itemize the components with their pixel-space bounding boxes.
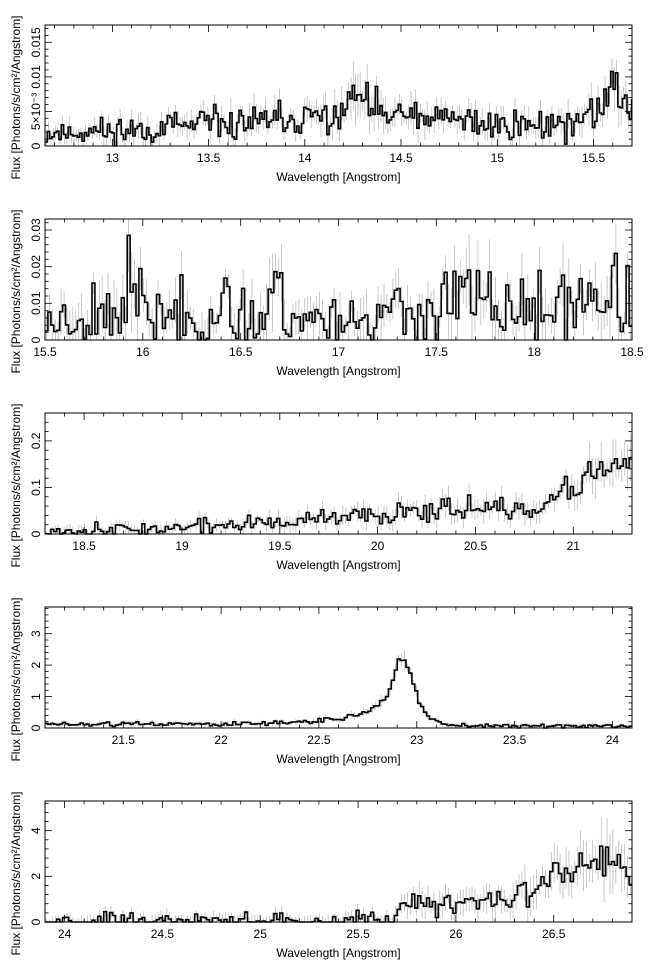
y-axis-title: Flux [Photons/s/cm²/Angstrom] xyxy=(9,15,23,179)
y-tick-label: 0.015 xyxy=(29,27,43,57)
chart-panel-2: 15.5 16 16.5 17 17.5 18 18.5 0 0.01 0.02 0.03 Wavel… xyxy=(9,209,644,378)
x-tick-label: 16.5 xyxy=(229,345,253,359)
x-tick-label: 15.5 xyxy=(33,345,57,359)
error-bars xyxy=(46,650,631,728)
plot-frame xyxy=(44,800,633,923)
y-axis-title: Flux [Photons/s/cm²/Angstrom] xyxy=(9,791,23,955)
chart-panel-3: 18.5 19 19.5 20 20.5 21 0 0.1 0.2 Wavelength [Ang… xyxy=(9,403,633,572)
y-tick-label: 0.1 xyxy=(29,479,43,496)
x-tick-label: 22.5 xyxy=(307,733,331,747)
y-axis-title: Flux [Photons/s/cm²/Angstrom] xyxy=(9,597,23,761)
y-tick-label: 2 xyxy=(29,661,43,668)
x-tick-label: 19.5 xyxy=(268,539,292,553)
y-tick-label: 2 xyxy=(29,873,43,880)
x-tick-label: 24 xyxy=(58,927,72,941)
x-tick-label: 20.5 xyxy=(464,539,488,553)
spectrum-series-line xyxy=(45,70,633,147)
x-axis-title: Wavelength [Angstrom] xyxy=(276,170,400,184)
y-axis-title: Flux [Photons/s/cm²/Angstrom] xyxy=(9,209,23,373)
y-axis-title: Flux [Photons/s/cm²/Angstrom] xyxy=(9,403,23,567)
x-tick-label: 17.5 xyxy=(425,345,449,359)
x-tick-label: 14 xyxy=(298,151,312,165)
spectrum-series-line xyxy=(45,658,632,729)
x-tick-label: 23.5 xyxy=(503,733,527,747)
error-bars xyxy=(46,816,631,922)
y-tick-label: 0.03 xyxy=(29,218,43,242)
plot-frame xyxy=(44,412,633,535)
y-tick-label: 0 xyxy=(29,530,43,537)
x-tick-label: 15.5 xyxy=(582,151,606,165)
y-tick-label: 0 xyxy=(29,918,43,925)
x-tick-label: 13.5 xyxy=(197,151,221,165)
x-tick-label: 21 xyxy=(567,539,581,553)
error-bars xyxy=(46,434,631,534)
y-tick-label: 3 xyxy=(29,630,43,637)
x-tick-label: 17 xyxy=(332,345,346,359)
x-axis-title: Wavelength [Angstrom] xyxy=(276,946,400,960)
x-tick-label: 26 xyxy=(449,927,463,941)
x-tick-label: 21.5 xyxy=(112,733,136,747)
x-tick-label: 18.5 xyxy=(72,539,96,553)
x-tick-label: 20 xyxy=(371,539,385,553)
plot-frame xyxy=(44,24,633,147)
x-tick-label: 13 xyxy=(106,151,120,165)
x-tick-label: 22 xyxy=(214,733,228,747)
y-tick-label: 0.2 xyxy=(29,432,43,449)
x-tick-label: 23 xyxy=(410,733,424,747)
y-tick-label: 0 xyxy=(29,724,43,731)
plot-frame xyxy=(44,606,633,729)
x-tick-label: 14.5 xyxy=(389,151,413,165)
x-tick-label: 16 xyxy=(136,345,150,359)
x-tick-label: 24 xyxy=(606,733,620,747)
spectrum-series-line xyxy=(45,234,632,341)
y-tick-label: 4 xyxy=(29,827,43,834)
y-tick-label: 0 xyxy=(29,336,43,343)
x-tick-label: 18.5 xyxy=(620,345,644,359)
x-tick-label: 26.5 xyxy=(542,927,566,941)
y-tick-label: 0 xyxy=(29,142,43,149)
x-tick-label: 24.5 xyxy=(151,927,175,941)
y-tick-label: 1 xyxy=(29,693,43,700)
spectrum-series-line xyxy=(45,845,632,923)
x-tick-label: 18 xyxy=(528,345,542,359)
x-axis-title: Wavelength [Angstrom] xyxy=(276,752,400,766)
spectrum-series-line xyxy=(45,456,632,535)
y-tick-label: 5×10⁻³ xyxy=(29,93,43,130)
chart-panel-1: 13 13.5 14 14.5 15 15.5 0 5×10⁻³ 0.01 0.015 Wavele… xyxy=(9,15,633,184)
y-tick-label: 0.01 xyxy=(29,65,43,89)
x-tick-label: 15 xyxy=(491,151,505,165)
x-tick-label: 25 xyxy=(254,927,268,941)
y-tick-label: 0.01 xyxy=(29,291,43,315)
y-tick-label: 0.02 xyxy=(29,255,43,279)
x-tick-label: 19 xyxy=(175,539,189,553)
x-axis-title: Wavelength [Angstrom] xyxy=(276,558,400,572)
x-tick-label: 25.5 xyxy=(346,927,370,941)
x-axis-title: Wavelength [Angstrom] xyxy=(276,364,400,378)
